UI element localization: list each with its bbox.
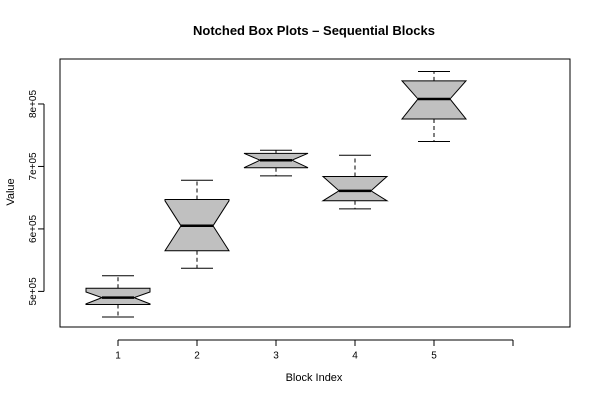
y-axis: 5e+05 6e+05 7e+05 8e+05	[28, 90, 45, 306]
box-2	[164, 179, 230, 269]
x-tick-label: 2	[194, 350, 200, 361]
y-tick-label: 5e+05	[28, 277, 39, 306]
y-axis-label: Value	[5, 178, 17, 205]
box-4	[321, 154, 389, 210]
x-tick-label: 4	[352, 350, 358, 361]
box-5	[400, 70, 468, 142]
y-tick-label: 6e+05	[28, 214, 39, 243]
box-plots	[85, 70, 468, 318]
y-tick-label: 7e+05	[28, 152, 39, 181]
notched-box	[321, 175, 389, 202]
plot-area-frame	[59, 58, 571, 328]
y-tick-label: 8e+05	[28, 90, 39, 119]
box-3	[243, 149, 309, 177]
x-axis-label: Block Index	[286, 372, 343, 384]
chart-title: Notched Box Plots – Sequential Blocks	[193, 23, 435, 38]
x-axis: 1 2 3 4 5	[115, 339, 514, 361]
x-tick-label: 3	[273, 350, 279, 361]
x-tick-label: 1	[115, 350, 121, 361]
x-tick-label: 5	[431, 350, 437, 361]
box-1	[85, 275, 151, 318]
